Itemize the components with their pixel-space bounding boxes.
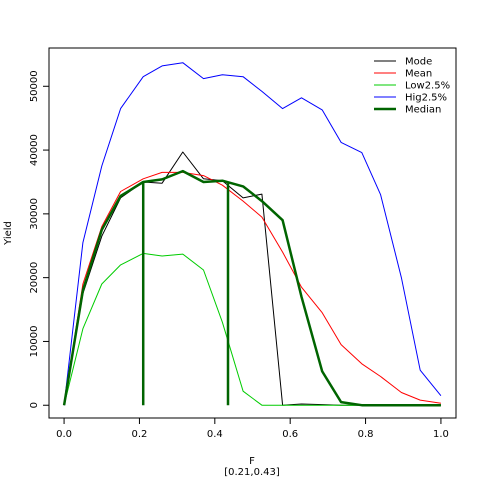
y-tick-label: 10000: [29, 326, 40, 358]
x-tick-label: 0.6: [282, 429, 298, 440]
legend-label: Hig2.5%: [405, 93, 447, 104]
legend-label: Low2.5%: [405, 81, 450, 92]
x-tick-label: 0.4: [207, 429, 223, 440]
legend-label: Mode: [405, 57, 432, 68]
chart-subtitle: [0.21,0.43]: [224, 467, 280, 478]
plot-frame: [48, 47, 457, 419]
x-tick-label: 0.8: [358, 429, 374, 440]
series-line-hig2-5-: [63, 62, 442, 406]
series-line-mean: [63, 171, 441, 406]
y-tick-label: 0: [29, 402, 40, 408]
y-axis-title: Yield: [3, 221, 14, 246]
series-line-low2-5-: [63, 252, 441, 406]
x-axis: 0.0 0.2 0.4 0.6 0.8 1.0: [56, 418, 449, 440]
legend-label: Mean: [405, 69, 432, 80]
y-tick-label: 40000: [29, 134, 40, 166]
x-tick-label: 1.0: [433, 429, 449, 440]
series-line-median: [62, 169, 441, 407]
series-layer: [62, 62, 442, 407]
legend-label: Median: [405, 105, 441, 116]
x-tick-label: 0.2: [131, 429, 147, 440]
x-axis-title: F: [249, 456, 255, 467]
series-line-mode: [63, 151, 441, 406]
y-tick-label: 50000: [29, 70, 40, 102]
y-axis: 0 10000 20000 30000 40000 50000: [29, 70, 49, 408]
y-tick-label: 20000: [29, 262, 40, 294]
y-tick-label: 30000: [29, 198, 40, 230]
x-tick-label: 0.0: [56, 429, 72, 440]
